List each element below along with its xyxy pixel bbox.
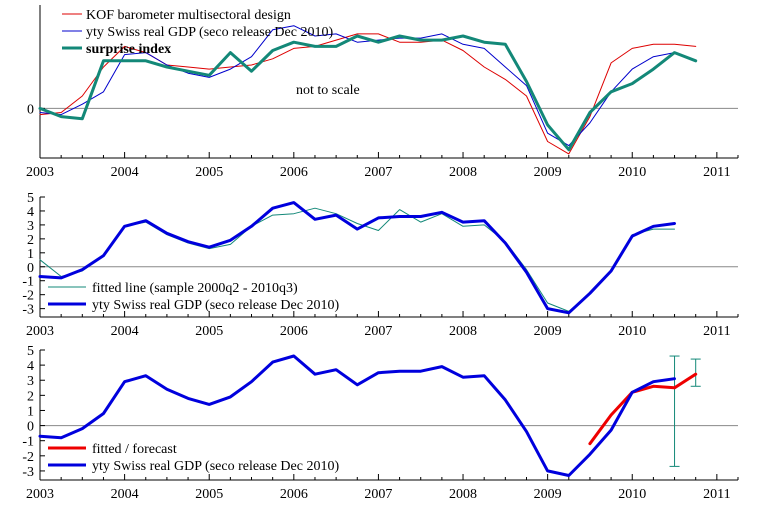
x-tick-label: 2010 [618,324,646,339]
y-tick-label: 2 [27,389,34,404]
series-line-2 [38,201,676,315]
x-tick-label: 2008 [449,487,477,502]
x-tick-label: 2005 [195,165,223,180]
x-tick-label: 2009 [534,165,562,180]
x-tick-label: 2005 [195,487,223,502]
legend-label: KOF barometer multisectoral design [86,8,291,23]
y-tick-label: 3 [27,374,34,389]
x-tick-label: 2003 [26,165,54,180]
annotation-note: not to scale [296,83,360,98]
y-tick-label: -1 [22,275,34,290]
legend-label: fitted line (sample 2000q2 - 2010q3) [92,281,298,296]
legend-label: surprise index [86,42,171,57]
y-tick-label: 5 [27,344,34,359]
x-tick-label: 2006 [280,324,308,339]
x-tick-label: 2006 [280,487,308,502]
series-line-2 [38,354,676,477]
legend-label: yty Swiss real GDP (seco release Dec 201… [92,459,339,474]
legend-label: yty Swiss real GDP (seco release Dec 201… [86,25,333,40]
y-tick-label: -1 [22,435,34,450]
x-tick-label: 2008 [449,324,477,339]
x-tick-label: 2003 [26,487,54,502]
x-tick-label: 2004 [111,324,139,339]
x-tick-label: 2010 [618,165,646,180]
x-tick-label: 2003 [26,324,54,339]
y-tick-label: 1 [27,247,34,262]
x-tick-label: 2008 [449,165,477,180]
x-tick-label: 2011 [703,487,730,502]
x-tick-label: 2004 [111,487,139,502]
x-tick-label: 2011 [703,324,730,339]
y-tick-label: 2 [27,233,34,248]
y-tick-label: -2 [22,450,34,465]
series-line-3 [38,34,698,152]
x-tick-label: 2007 [364,487,392,502]
y-tick-label: 0 [27,420,34,435]
series-line-1 [588,372,698,446]
x-tick-label: 2009 [534,487,562,502]
x-tick-label: 2005 [195,324,223,339]
y-tick-label: 4 [27,205,34,220]
x-tick-label: 2010 [618,487,646,502]
y-tick-label: -3 [22,303,34,318]
y-tick-label: -3 [22,465,34,480]
y-tick-label: 4 [27,359,34,374]
x-tick-label: 2011 [703,165,730,180]
x-tick-label: 2006 [280,165,308,180]
x-tick-label: 2004 [111,165,139,180]
legend-label: fitted / forecast [92,442,177,457]
y-tick-label: 3 [27,219,34,234]
x-tick-label: 2007 [364,324,392,339]
panel-fitted-line: 2003 2004 2005 2006 2007 2008 2009 2010 2011 5432… [22,191,739,339]
y-tick-label: 0 [27,102,34,117]
panel-forecast: 2003 2004 2005 2006 2007 2008 2009 2010 2011 5432… [22,344,739,502]
legend-label: yty Swiss real GDP (seco release Dec 201… [92,298,339,313]
y-tick-label: -2 [22,289,34,304]
series-line-2 [39,25,675,147]
y-tick-label: 1 [27,404,34,419]
y-tick-label: 0 [27,261,34,276]
x-tick-label: 2009 [534,324,562,339]
y-tick-label: 5 [27,191,34,206]
panel-kof-surprise: 2003 2004 2005 2006 2007 2008 2009 2010 2011 0 not… [26,5,739,180]
x-tick-label: 2007 [364,165,392,180]
